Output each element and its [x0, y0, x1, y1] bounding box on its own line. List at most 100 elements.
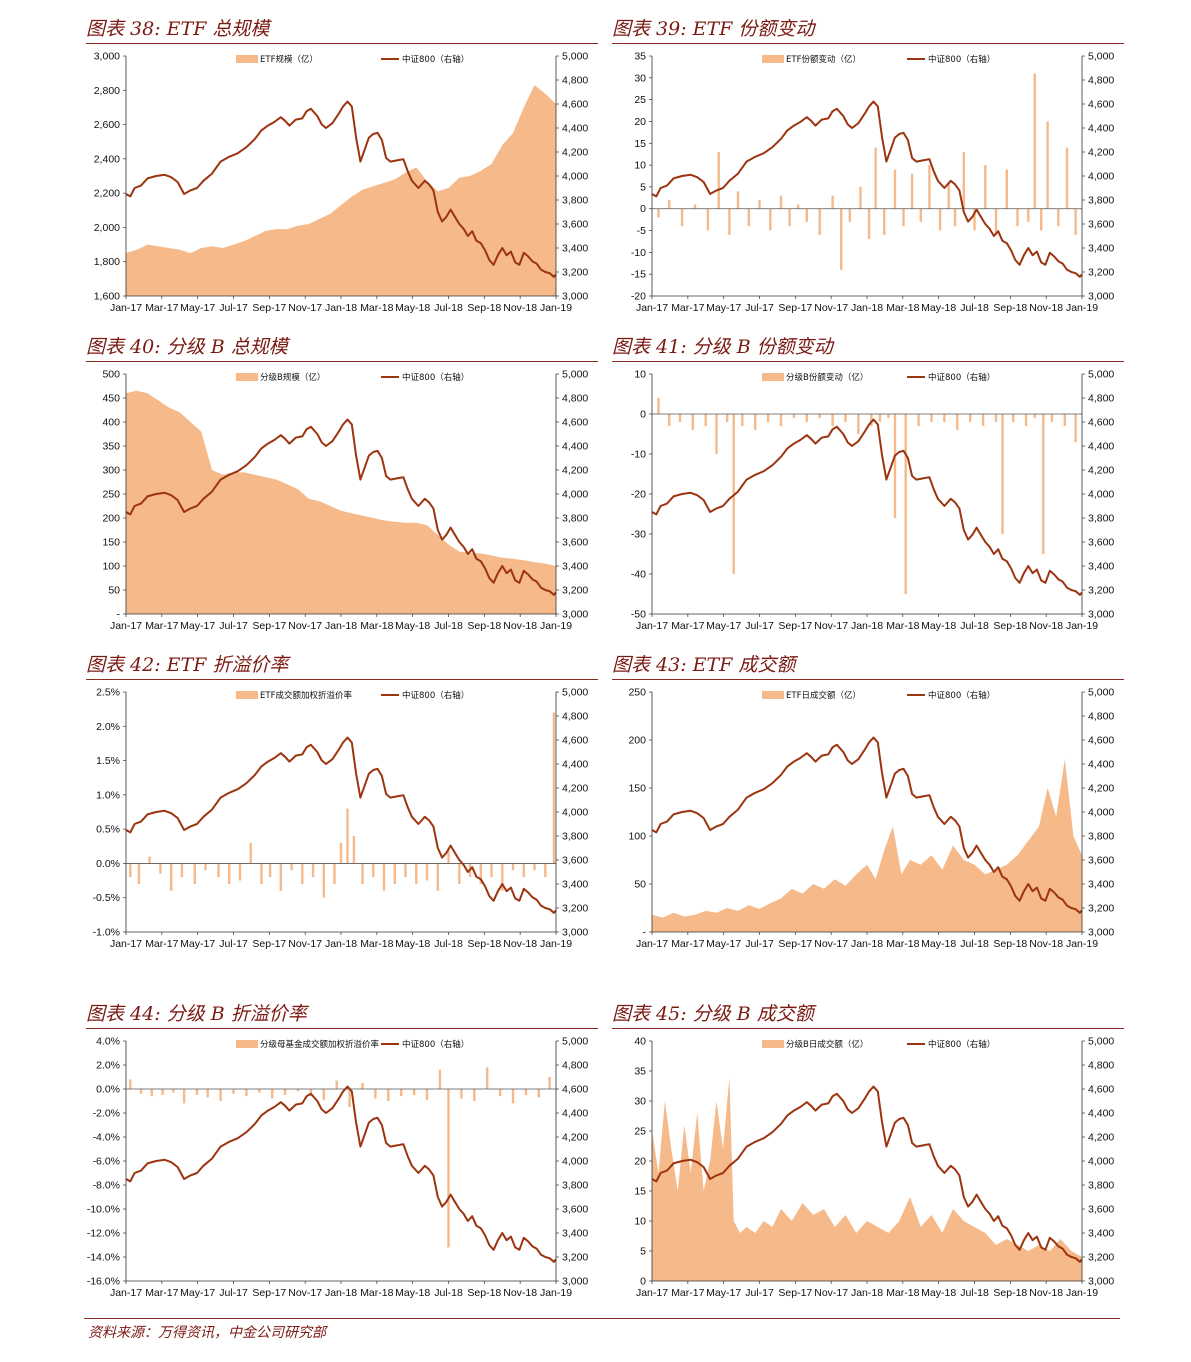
- bar-mark: [1012, 414, 1015, 422]
- x-tick-label: May-18: [395, 1287, 430, 1299]
- left-tick-label: -16.0%: [87, 1276, 120, 1288]
- right-tick-label: 4,600: [562, 417, 588, 429]
- bar-mark: [268, 863, 272, 878]
- bar-mark: [870, 414, 873, 426]
- x-tick-label: Sep-17: [778, 620, 812, 632]
- left-tick-label: 100: [102, 561, 120, 573]
- x-tick-label: Sep-18: [467, 302, 501, 314]
- chart-svg: 40 35 30 25 20 15 10 5 0 5,000 4,800 4,600 4,400 4,20…: [634, 1036, 1114, 1300]
- left-tick-label: -20: [631, 489, 646, 501]
- left-tick-label: 0: [640, 409, 646, 421]
- bar-mark: [893, 414, 897, 518]
- x-tick-label: Jan-18: [851, 620, 883, 632]
- left-tick-label: 10: [634, 1216, 646, 1228]
- left-tick-label: 20: [634, 116, 646, 128]
- bar-mark: [754, 414, 757, 430]
- right-tick-label: 3,400: [1088, 243, 1114, 255]
- right-tick-label: 3,400: [562, 243, 588, 255]
- bar-mark: [498, 1089, 502, 1097]
- legend-line-label: 中证800（右轴）: [928, 372, 995, 383]
- bar-mark: [953, 208, 957, 227]
- bar-mark: [335, 1080, 338, 1089]
- x-tick-label: Sep-17: [778, 938, 812, 950]
- chart-title: 图表 43: ETF 成交额: [612, 654, 796, 676]
- bar-mark: [322, 1089, 325, 1100]
- bar-mark: [848, 208, 851, 222]
- bar-mark: [473, 1089, 476, 1101]
- x-tick-label: Sep-17: [252, 620, 286, 632]
- bar-mark: [296, 1089, 300, 1092]
- left-tick-label: 10: [634, 369, 646, 381]
- right-tick-label: 4,800: [562, 1060, 588, 1072]
- right-tick-label: 4,200: [562, 147, 588, 159]
- x-tick-label: Jul-18: [960, 302, 989, 314]
- left-tick-label: -12.0%: [87, 1228, 120, 1240]
- bar-mark: [668, 200, 671, 209]
- bar-mark: [346, 808, 349, 864]
- right-tick-label: 4,000: [1088, 489, 1114, 501]
- bar-mark: [1005, 169, 1008, 209]
- x-tick-label: Jan-18: [851, 938, 883, 950]
- right-tick-label: 3,800: [1088, 195, 1114, 207]
- x-tick-label: Jan-17: [636, 1287, 668, 1299]
- left-tick-label: 30: [634, 72, 646, 84]
- bar-mark: [928, 165, 931, 209]
- x-tick-label: Nov-17: [288, 620, 322, 632]
- left-tick-label: 200: [102, 513, 120, 525]
- left-tick-label: 30: [634, 1096, 646, 1108]
- x-tick-label: Jan-17: [110, 938, 142, 950]
- right-tick-label: 3,600: [1088, 855, 1114, 867]
- bar-mark: [404, 863, 407, 878]
- left-tick-label: -4.0%: [93, 1132, 120, 1144]
- legend-line-label: 中证800（右轴）: [928, 690, 995, 701]
- bar-mark: [412, 1089, 416, 1095]
- right-tick-label: 3,600: [1088, 1204, 1114, 1216]
- bar-mark: [1033, 73, 1036, 209]
- bar-mark: [857, 414, 860, 434]
- left-tick-label: 15: [634, 138, 646, 150]
- left-tick-label: -30: [631, 529, 646, 541]
- x-tick-label: Sep-18: [993, 938, 1027, 950]
- bar-mark: [524, 1089, 528, 1095]
- left-tick-label: -50: [631, 609, 646, 621]
- bar-mark: [680, 208, 684, 227]
- legend-line-label: 中证800（右轴）: [402, 690, 469, 701]
- x-tick-label: May-17: [180, 938, 215, 950]
- right-tick-label: 4,600: [1088, 1084, 1114, 1096]
- source-rule: [84, 1318, 1120, 1319]
- bar-mark: [283, 1089, 287, 1095]
- bar-mark: [867, 208, 871, 240]
- left-tick-label: 1,600: [94, 291, 120, 303]
- bar-mark: [438, 1069, 442, 1089]
- x-tick-label: Jan-17: [636, 302, 668, 314]
- bar-mark: [779, 414, 783, 426]
- right-tick-label: 4,000: [1088, 1156, 1114, 1168]
- left-tick-label: -14.0%: [87, 1252, 120, 1264]
- x-tick-label: Mar-17: [671, 620, 704, 632]
- x-tick-label: Sep-18: [993, 1287, 1027, 1299]
- bar-mark: [747, 208, 750, 227]
- bar-mark: [232, 1089, 235, 1094]
- right-tick-label: 4,800: [562, 393, 588, 405]
- left-tick-label: 40: [634, 1036, 646, 1048]
- right-tick-label: 5,000: [562, 687, 588, 699]
- x-tick-label: Jul-17: [745, 938, 774, 950]
- left-tick-label: 2,200: [94, 188, 120, 200]
- legend-area-swatch: [762, 1040, 784, 1048]
- bar-mark: [741, 414, 744, 426]
- chart-title: 图表 42: ETF 折溢价率: [86, 654, 289, 676]
- x-tick-label: Jul-17: [219, 302, 248, 314]
- right-tick-label: 5,000: [562, 369, 588, 381]
- chart-panel-1: 图表 38: ETF 总规模 3,000 2,800 2,600 2,400 2,200 2…: [86, 14, 598, 344]
- bar-mark: [372, 863, 375, 878]
- legend-area-label: ETF份额变动（亿）: [786, 54, 861, 65]
- left-tick-label: 2,800: [94, 85, 120, 97]
- x-tick-label: Mar-17: [145, 1287, 178, 1299]
- title-rule: [86, 43, 598, 44]
- chart-svg: 3,000 2,800 2,600 2,400 2,200 2,000 1,800 1,600…: [94, 51, 589, 315]
- bar-mark: [956, 414, 959, 430]
- right-tick-label: 3,800: [562, 513, 588, 525]
- right-tick-label: 5,000: [1088, 51, 1114, 63]
- right-tick-label: 3,000: [562, 927, 588, 939]
- bar-mark: [260, 863, 263, 884]
